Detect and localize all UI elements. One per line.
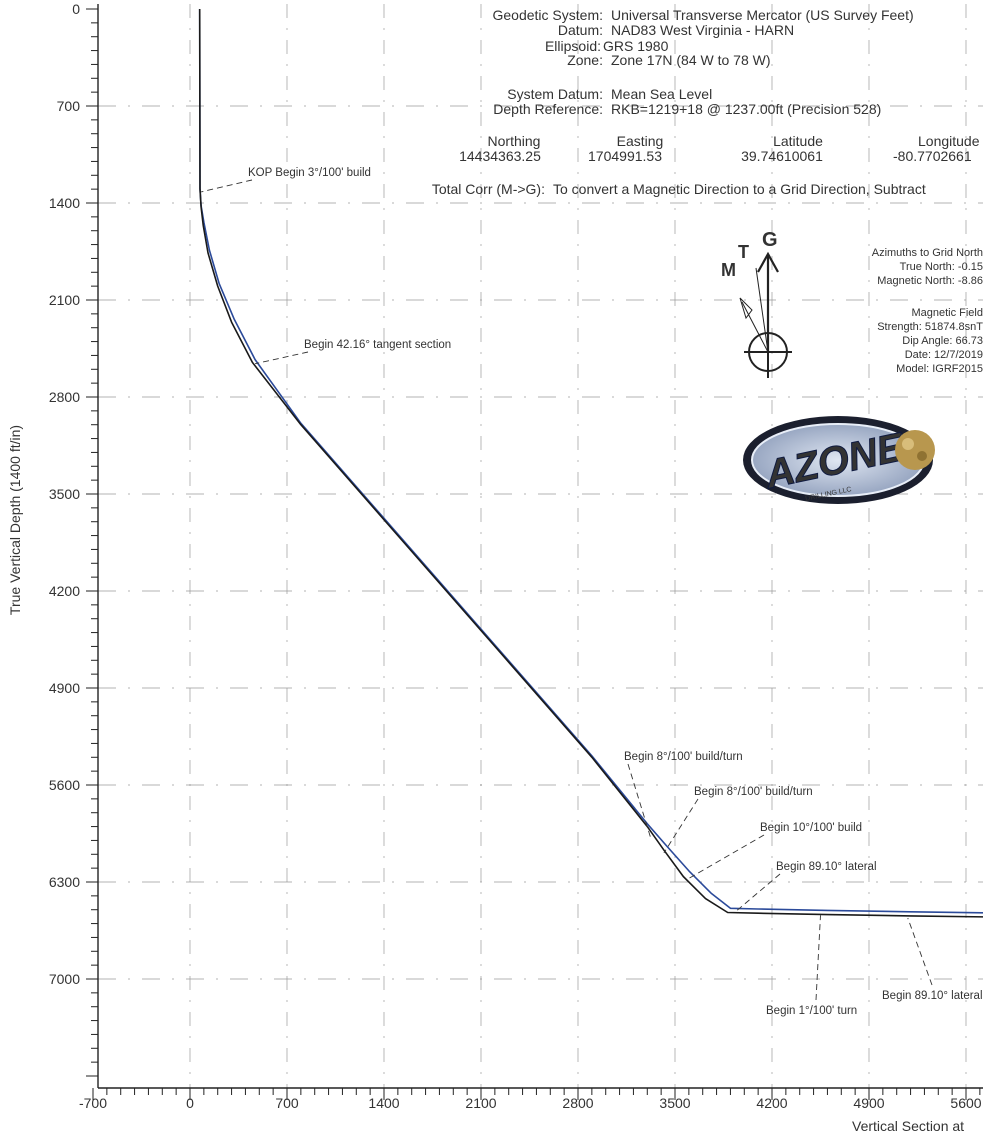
geodetic-info-block: Geodetic System: Universal Transverse Me… <box>432 7 980 197</box>
magnetic-dip-angle: Dip Angle: 66.73 <box>902 335 983 347</box>
x-tick-label-1: 0 <box>186 1095 194 1111</box>
azimuth-title: Azimuths to Grid North <box>872 247 983 259</box>
longitude-value: -80.7702661 <box>893 148 972 164</box>
company-logo: AZONE DRILLING LLC <box>743 416 935 504</box>
northing-label: Northing <box>488 133 541 149</box>
y-tick-label-7: 4900 <box>49 680 80 696</box>
y-tick-label-6: 4200 <box>49 583 80 599</box>
true-north-label: T <box>738 242 749 262</box>
y-tick-label-4: 2800 <box>49 389 80 405</box>
annotation-label-4: Begin 10°/100' build <box>760 822 862 834</box>
latitude-value: 39.74610061 <box>741 148 823 164</box>
annotation-label-2: Begin 8°/100' build/turn <box>624 751 743 763</box>
depth-reference-label: Depth Reference: <box>493 101 603 117</box>
annotation-leader-1 <box>255 351 309 365</box>
annotations: KOP Begin 3°/100' build Begin 42.16° tang… <box>200 167 983 1017</box>
system-datum-value: Mean Sea Level <box>611 86 712 102</box>
well-path-series <box>198 8 983 918</box>
x-tick-label-6: 3500 <box>659 1095 690 1111</box>
annotation-leader-0 <box>200 179 253 193</box>
y-tick-label-8: 5600 <box>49 777 80 793</box>
magnetic-north-arrowhead-icon <box>739 297 753 320</box>
depth-reference-value: RKB=1219+18 @ 1237.00ft (Precision 528) <box>611 101 881 117</box>
x-tick-label-2: 700 <box>275 1095 299 1111</box>
system-datum-label: System Datum: <box>507 86 603 102</box>
annotation-leader-6 <box>815 915 821 1001</box>
x-tick-label-9: 5600 <box>950 1095 981 1111</box>
y-tick-label-0: 0 <box>72 1 80 17</box>
easting-label: Easting <box>617 133 664 149</box>
well-path-line-1 <box>198 8 983 918</box>
axes <box>97 4 983 1089</box>
annotation-leader-4 <box>687 834 765 880</box>
total-corr-label: Total Corr (M->G): <box>432 181 545 197</box>
y-axis-ticks: 0 700 1400 2100 2800 3500 4200 4900 5600 6300 7000 <box>49 1 98 1077</box>
true-north-line <box>755 267 769 353</box>
magnetic-model: Model: IGRF2015 <box>896 363 983 375</box>
annotation-label-1: Begin 42.16° tangent section <box>304 339 451 351</box>
y-tick-label-9: 6300 <box>49 874 80 890</box>
x-tick-label-7: 4200 <box>756 1095 787 1111</box>
y-axis-title: True Vertical Depth (1400 ft/in) <box>7 425 23 615</box>
x-tick-label-4: 2100 <box>465 1095 496 1111</box>
x-axis-ticks: -700 0 700 1400 2100 2800 3500 4200 4900 5600 <box>79 1088 982 1111</box>
annotation-leader-2 <box>627 763 652 841</box>
latitude-label: Latitude <box>773 133 823 149</box>
ellipsoid-value: GRS 1980 <box>603 38 669 54</box>
annotation-label-6: Begin 1°/100' turn <box>766 1005 857 1017</box>
annotation-label-0: KOP Begin 3°/100' build <box>248 167 371 179</box>
annotation-leader-7 <box>907 917 933 986</box>
y-tick-label-1: 700 <box>57 98 81 114</box>
x-tick-label-0: -700 <box>79 1095 107 1111</box>
logo-drill-bit-cutter-icon <box>902 438 914 450</box>
ellipsoid-label: Ellipsoid: <box>545 38 601 54</box>
azimuth-block: Azimuths to Grid North True North: -0.15… <box>872 247 983 287</box>
annotation-leader-5 <box>734 873 781 913</box>
magnetic-date: Date: 12/7/2019 <box>905 349 983 361</box>
y-tick-label-10: 7000 <box>49 971 80 987</box>
grid-north-label: G <box>762 229 778 251</box>
y-tick-label-2: 1400 <box>49 195 80 211</box>
zone-label: Zone: <box>567 52 603 68</box>
easting-value: 1704991.53 <box>588 148 662 164</box>
annotation-label-7: Begin 89.10° lateral <box>882 990 983 1002</box>
well-path-line-0 <box>198 8 983 914</box>
datum-label: Datum: <box>558 22 603 38</box>
y-tick-label-3: 2100 <box>49 292 80 308</box>
datum-value: NAD83 West Virginia - HARN <box>611 22 794 38</box>
annotation-leader-3 <box>663 798 699 854</box>
grid-lines <box>98 4 983 1088</box>
geodetic-value: Universal Transverse Mercator (US Survey… <box>611 7 914 23</box>
annotation-label-5: Begin 89.10° lateral <box>776 861 877 873</box>
azimuth-true-north: True North: -0.15 <box>900 261 983 273</box>
north-arrow: G T M <box>721 229 792 378</box>
magnetic-field-title: Magnetic Field <box>911 307 983 319</box>
x-tick-label-3: 1400 <box>368 1095 399 1111</box>
magnetic-strength: Strength: 51874.8snT <box>877 321 983 333</box>
logo-drill-bit-cutter-icon-2 <box>917 451 927 461</box>
grid-north-arrowhead-icon <box>757 251 779 273</box>
zone-value: Zone 17N (84 W to 78 W) <box>611 52 771 68</box>
magnetic-north-label: M <box>721 260 736 280</box>
total-corr-value: To convert a Magnetic Direction to a Gri… <box>553 181 926 197</box>
longitude-label: Longitude <box>918 133 980 149</box>
magnetic-field-block: Magnetic Field Strength: 51874.8snT Dip … <box>877 307 983 375</box>
northing-value: 14434363.25 <box>459 148 541 164</box>
logo-drill-bit-icon <box>895 430 935 470</box>
x-axis-title: Vertical Section at <box>852 1118 964 1134</box>
annotation-label-3: Begin 8°/100' build/turn <box>694 786 813 798</box>
y-tick-label-5: 3500 <box>49 486 80 502</box>
azimuth-magnetic-north: Magnetic North: -8.86 <box>877 275 983 287</box>
geodetic-label: Geodetic System: <box>493 7 604 23</box>
x-tick-label-8: 4900 <box>853 1095 884 1111</box>
x-tick-label-5: 2800 <box>562 1095 593 1111</box>
magnetic-north-line <box>741 301 769 353</box>
